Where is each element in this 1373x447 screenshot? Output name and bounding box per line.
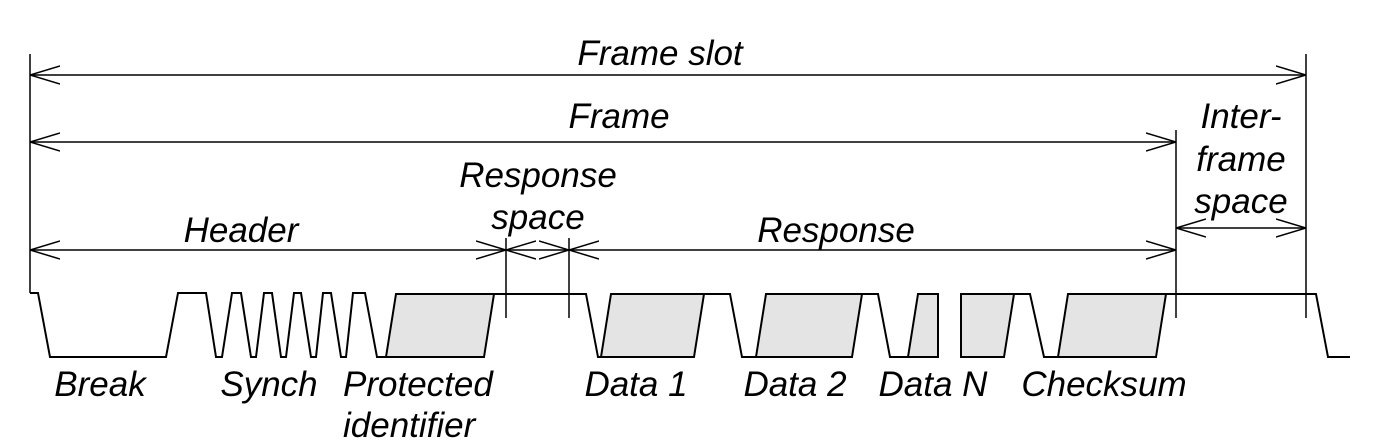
protected-identifier-label-line1: Protected	[343, 365, 494, 404]
boundary-lines	[29, 54, 1307, 318]
checksum-field	[1056, 293, 1168, 358]
response-space-label-line2: space	[491, 198, 584, 237]
interframe-label-line2: frame	[1196, 140, 1285, 179]
protected-identifier-label-line2: identifier	[343, 406, 477, 445]
dataN-label: Data N	[879, 365, 989, 404]
header-label: Header	[184, 211, 300, 250]
frame-slot-label: Frame slot	[577, 34, 744, 73]
data-fields	[384, 285, 1168, 365]
dataN-edges	[908, 293, 938, 358]
interframe-label-line1: Inter-	[1200, 97, 1281, 136]
protected-identifier-field	[384, 293, 496, 358]
break-label: Break	[54, 365, 147, 404]
data1-field	[599, 293, 706, 358]
checksum-label: Checksum	[1021, 365, 1186, 404]
data2-field	[754, 293, 864, 358]
dataN-gap	[939, 285, 960, 365]
data2-label: Data 2	[743, 365, 846, 404]
signal-waveform	[30, 292, 1350, 358]
synch-label: Synch	[220, 365, 317, 404]
interframe-label-line3: space	[1194, 182, 1287, 221]
dataN-field-right	[960, 293, 1016, 358]
data1-label: Data 1	[584, 365, 687, 404]
frame-label: Frame	[568, 97, 669, 136]
response-space-label-line1: Response	[459, 156, 617, 195]
response-label: Response	[757, 211, 915, 250]
dataN-field-left	[906, 293, 939, 358]
